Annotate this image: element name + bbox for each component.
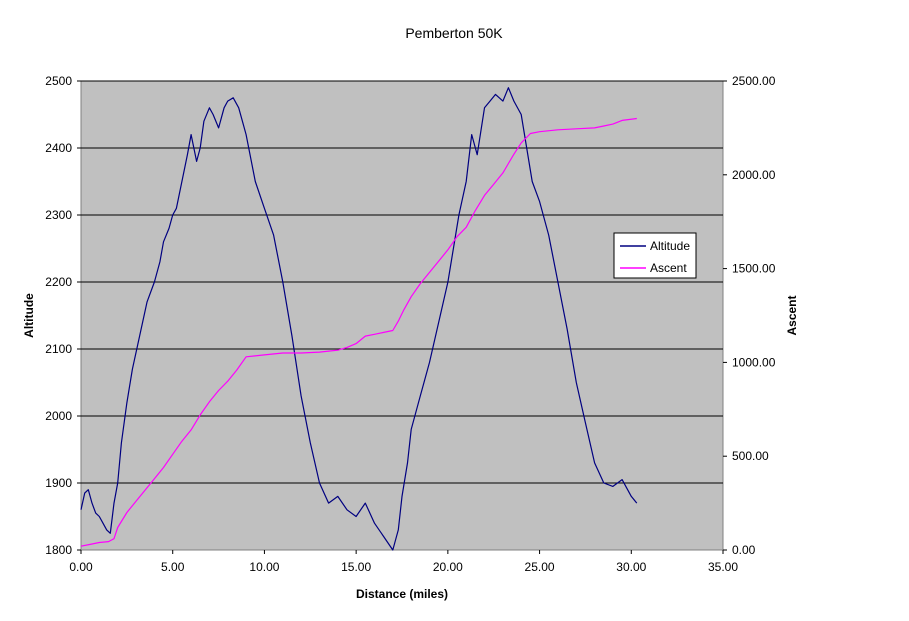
x-tick-label: 20.00 bbox=[433, 560, 463, 574]
x-tick-label: 0.00 bbox=[69, 560, 93, 574]
y-axis-ticks: 1800 1900 2000 2100 2200 2300 2400 2500 bbox=[45, 74, 81, 557]
y2-axis-title: Ascent bbox=[785, 295, 799, 335]
chart-title: Pemberton 50K bbox=[405, 25, 503, 41]
y-tick-label: 2300 bbox=[45, 208, 72, 222]
series-line-altitude bbox=[80, 87, 638, 551]
x-tick-label: 25.00 bbox=[525, 560, 555, 574]
series-line-ascent bbox=[80, 117, 637, 547]
y2-tick-label: 2500.00 bbox=[732, 74, 776, 88]
gridlines bbox=[81, 80, 723, 484]
y2-tick-label: 1000.00 bbox=[732, 355, 776, 369]
y2-tick-label: 2000.00 bbox=[732, 168, 776, 182]
y-tick-label: 1800 bbox=[45, 543, 72, 557]
x-tick-label: 5.00 bbox=[161, 560, 185, 574]
y-axis-title: Altitude bbox=[22, 293, 36, 338]
y2-axis-ticks: 0.00 500.00 1000.00 1500.00 2000.00 2500.00 bbox=[723, 74, 776, 557]
x-axis-title: Distance (miles) bbox=[356, 587, 448, 601]
y2-tick-label: 500.00 bbox=[732, 449, 769, 463]
y-tick-label: 2100 bbox=[45, 342, 72, 356]
legend-box bbox=[613, 232, 697, 279]
legend-label-ascent: Ascent bbox=[650, 261, 687, 275]
x-tick-label: 15.00 bbox=[341, 560, 371, 574]
x-axis-ticks: 0.00 5.00 10.00 15.00 20.00 25.00 30.00 35.00 bbox=[69, 550, 738, 574]
y-tick-label: 2200 bbox=[45, 275, 72, 289]
y-tick-label: 1900 bbox=[45, 476, 72, 490]
y2-tick-label: 0.00 bbox=[732, 543, 756, 557]
legend-label-altitude: Altitude bbox=[650, 239, 690, 253]
y-tick-label: 2000 bbox=[45, 409, 72, 423]
plot-area bbox=[80, 80, 724, 551]
y-tick-label: 2500 bbox=[45, 74, 72, 88]
series-layer bbox=[80, 87, 638, 551]
y2-tick-label: 1500.00 bbox=[732, 262, 776, 276]
x-tick-label: 10.00 bbox=[249, 560, 279, 574]
x-tick-label: 35.00 bbox=[708, 560, 738, 574]
x-tick-label: 30.00 bbox=[616, 560, 646, 574]
legend: Altitude Ascent bbox=[613, 232, 697, 279]
y-tick-label: 2400 bbox=[45, 141, 72, 155]
